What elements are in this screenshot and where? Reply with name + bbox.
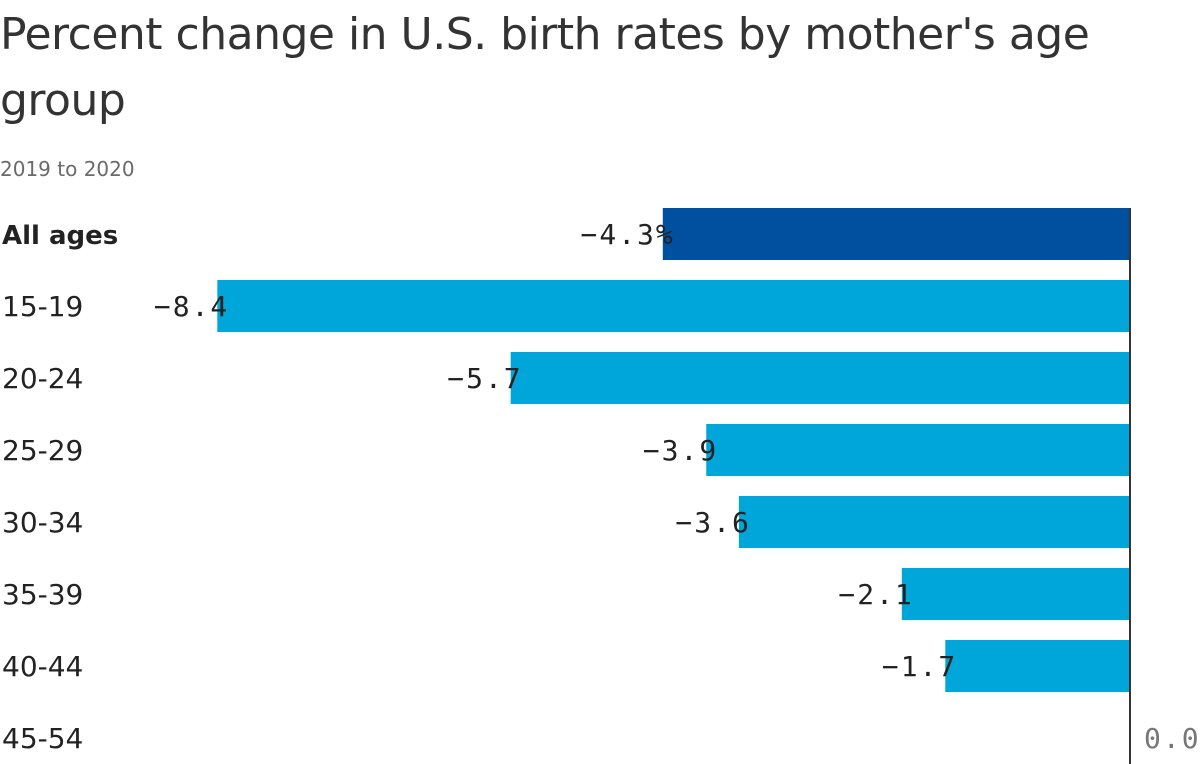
- bar: [217, 280, 1131, 332]
- category-label: All ages: [2, 221, 118, 251]
- labels-layer: All ages −4.3% 15-19 −8.4 20-24 −5.7 25-29 −3.9…: [2, 218, 957, 755]
- category-label: 45-54: [2, 722, 83, 755]
- bar: [662, 208, 1130, 260]
- category-label: 35-39: [2, 578, 83, 611]
- data-label: −5.7: [447, 362, 522, 395]
- category-label: 25-29: [2, 434, 83, 467]
- data-label: −2.1: [838, 578, 913, 611]
- data-label: −3.6: [675, 506, 750, 539]
- axis-tick-label-zero: 0.0: [1144, 722, 1200, 755]
- category-label: 20-24: [2, 362, 83, 395]
- chart-title: Percent change in U.S. birth rates by mo…: [0, 9, 1090, 126]
- bar: [706, 424, 1130, 476]
- chart-subtitle: 2019 to 2020: [0, 157, 135, 181]
- data-label: −4.3%: [580, 218, 674, 251]
- category-label: 15-19: [2, 290, 83, 323]
- bar: [901, 568, 1130, 620]
- bar: [510, 352, 1130, 404]
- data-label: −3.9: [643, 434, 718, 467]
- category-label: 40-44: [2, 650, 83, 683]
- bars-layer: [217, 208, 1131, 692]
- bar: [945, 640, 1130, 692]
- data-label: −1.7: [882, 650, 957, 683]
- data-label: −8.4: [154, 290, 229, 323]
- category-label: 30-34: [2, 506, 83, 539]
- bar: [738, 496, 1130, 548]
